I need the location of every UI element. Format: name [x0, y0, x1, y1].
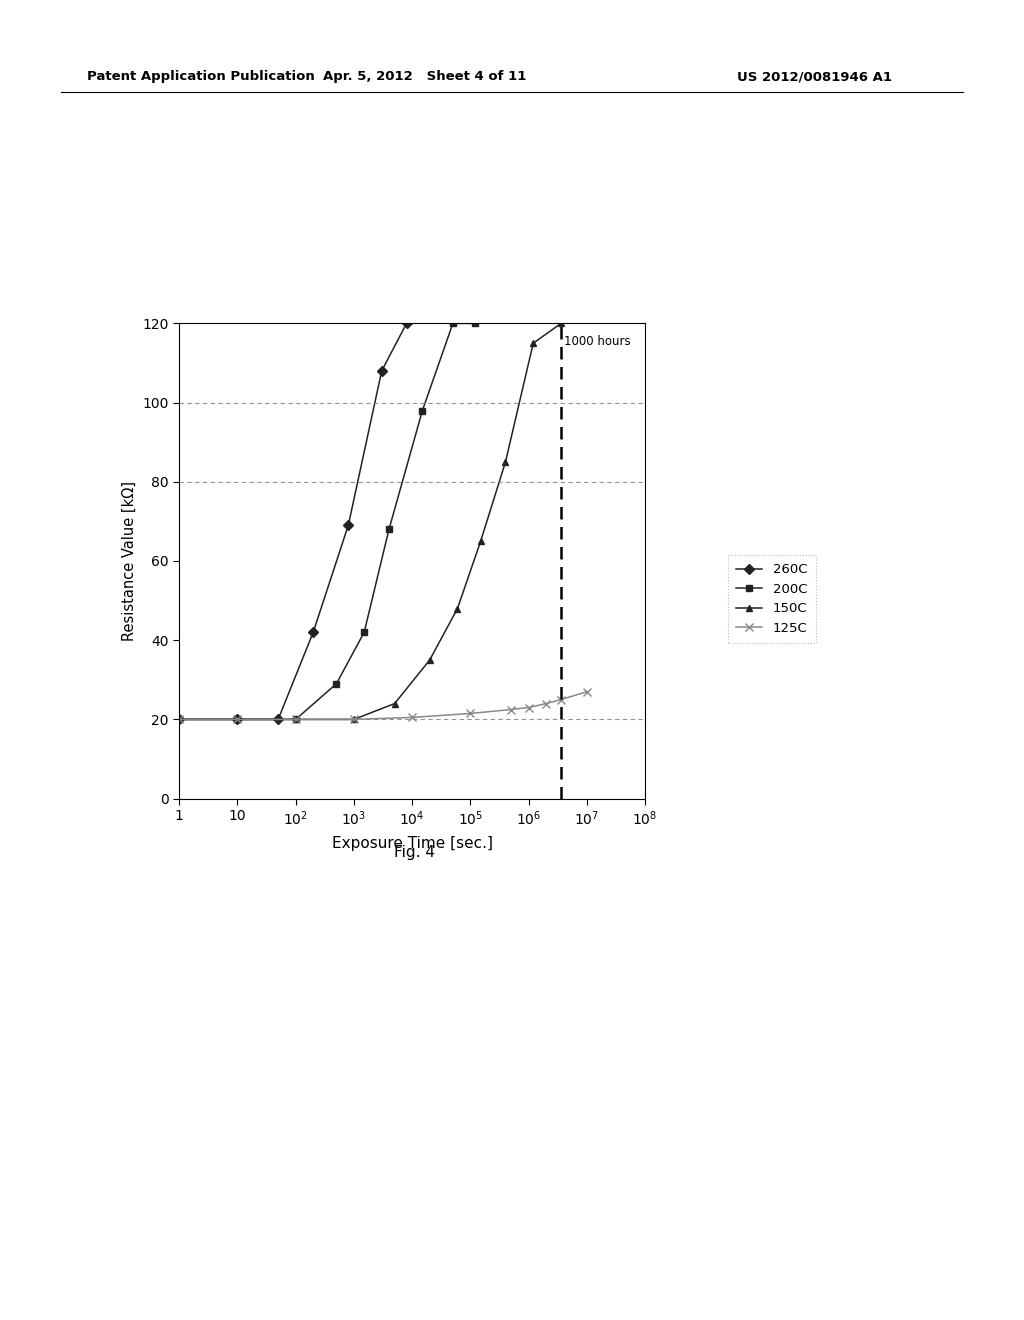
125C: [555, 692, 567, 708]
200C: [358, 624, 371, 640]
150C: [527, 335, 540, 351]
Line: 150C: 150C: [176, 319, 564, 723]
150C: [173, 711, 185, 727]
Line: 200C: 200C: [176, 319, 478, 723]
260C: [272, 711, 285, 727]
125C: [581, 684, 593, 700]
200C: [383, 521, 395, 537]
200C: [446, 315, 459, 331]
150C: [348, 711, 360, 727]
200C: [469, 315, 481, 331]
Y-axis label: Resistance Value [kΩ]: Resistance Value [kΩ]: [122, 480, 137, 642]
150C: [474, 533, 486, 549]
150C: [231, 711, 244, 727]
Text: Fig. 4: Fig. 4: [394, 845, 435, 861]
200C: [417, 403, 429, 418]
200C: [231, 711, 244, 727]
Text: Apr. 5, 2012   Sheet 4 of 11: Apr. 5, 2012 Sheet 4 of 11: [324, 70, 526, 83]
125C: [290, 711, 302, 727]
125C: [540, 696, 552, 711]
Line: 125C: 125C: [175, 688, 591, 723]
260C: [307, 624, 319, 640]
125C: [348, 711, 360, 727]
150C: [452, 601, 464, 616]
260C: [376, 363, 388, 379]
125C: [231, 711, 244, 727]
Text: Patent Application Publication: Patent Application Publication: [87, 70, 314, 83]
X-axis label: Exposure Time [sec.]: Exposure Time [sec.]: [332, 836, 493, 851]
260C: [173, 711, 185, 727]
Text: 1000 hours: 1000 hours: [564, 335, 631, 348]
Legend: 260C, 200C, 150C, 125C: 260C, 200C, 150C, 125C: [728, 556, 815, 643]
150C: [424, 652, 436, 668]
125C: [406, 710, 418, 726]
150C: [500, 454, 512, 470]
125C: [505, 702, 517, 718]
150C: [290, 711, 302, 727]
150C: [388, 696, 400, 711]
Text: US 2012/0081946 A1: US 2012/0081946 A1: [737, 70, 892, 83]
200C: [290, 711, 302, 727]
260C: [342, 517, 354, 533]
260C: [231, 711, 244, 727]
200C: [331, 676, 343, 692]
150C: [555, 315, 567, 331]
125C: [464, 705, 476, 721]
Line: 260C: 260C: [176, 319, 410, 723]
200C: [173, 711, 185, 727]
260C: [400, 315, 413, 331]
125C: [173, 711, 185, 727]
125C: [522, 700, 535, 715]
